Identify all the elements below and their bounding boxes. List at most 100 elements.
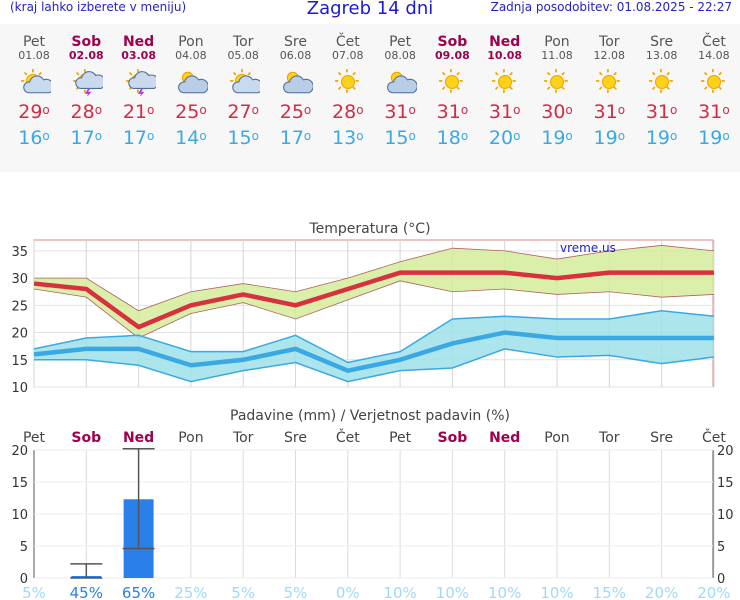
x-tick-label: Ned: [489, 430, 520, 446]
day-date: 02.08: [68, 49, 104, 62]
cloudy-icon: [165, 68, 217, 96]
day-date: 11.08: [541, 49, 573, 62]
max-temperature: 31o: [593, 101, 626, 123]
y-tick-label: 30: [11, 272, 28, 287]
day-name: Pon: [544, 34, 570, 50]
max-temperature: 31o: [645, 101, 678, 123]
chart-title: Temperatura (°C): [308, 221, 430, 237]
day-column: Pet 08.08 31o 15o: [374, 24, 426, 172]
x-tick-label: Pet: [23, 430, 46, 446]
probability-label: 65%: [122, 584, 155, 600]
min-temperature: 19o: [645, 127, 678, 149]
max-temperature: 27o: [227, 101, 259, 123]
sun-icon: [479, 68, 531, 96]
day-name: Sre: [284, 34, 307, 50]
day-column: Tor 05.08 27o 15o: [217, 24, 269, 172]
day-column: Tor 12.08 31o 19o: [583, 24, 635, 172]
min-temperature: 17o: [70, 127, 103, 149]
band-upper-edge: [33, 310, 714, 364]
sun-icon: [636, 68, 688, 96]
probability-label: 5%: [231, 584, 255, 600]
cloudy-icon: [270, 68, 322, 96]
sun-icon: [688, 68, 740, 96]
min-temperature: 17o: [279, 127, 312, 149]
y-tick-label: 20: [11, 444, 28, 459]
y-tick-label: 0: [20, 572, 28, 587]
last-update: Zadnja posodobitev: 01.08.2025 - 22:27: [490, 0, 732, 14]
page-title: Zagreb 14 dni: [306, 0, 434, 19]
x-tick-label: Ned: [123, 430, 154, 446]
precipitation-chart: Padavine (mm) / Verjetnost padavin (%) Pe…: [11, 408, 734, 600]
day-name: Tor: [232, 34, 254, 50]
min-temperature: 20o: [488, 127, 521, 149]
day-column: Pon 11.08 30o 19o: [531, 24, 583, 172]
y-tick-label-right: 10: [717, 508, 734, 523]
day-date: 14.08: [698, 49, 730, 62]
y-tick-label: 25: [11, 299, 28, 314]
x-tick-label: Sre: [284, 430, 307, 446]
day-column: Sre 06.08 25o 17o: [270, 24, 322, 172]
temperature-chart: Temperatura (°C) 10 15 20 25 30 35 vreme.us: [11, 221, 715, 395]
day-column: Ned 10.08 31o 20o: [479, 24, 531, 172]
y-tick-label-right: 20: [717, 444, 734, 459]
x-tick-label: Čet: [336, 428, 360, 446]
probability-label: 5%: [22, 584, 46, 600]
day-date: 09.08: [434, 49, 470, 62]
band-lower-edge: [33, 280, 714, 339]
day-date: 10.08: [487, 49, 523, 62]
day-date: 07.08: [332, 49, 364, 62]
day-column: Čet 07.08 28o 13o: [322, 24, 374, 172]
day-name: Tor: [599, 34, 620, 50]
day-name: Sob: [71, 34, 102, 50]
y-tick-label: 35: [11, 245, 28, 260]
day-name: Pet: [22, 34, 46, 50]
day-name: Ned: [489, 34, 521, 50]
band-upper-edge: [34, 245, 714, 312]
day-date: 06.08: [279, 49, 312, 62]
x-tick-label: Pon: [178, 430, 203, 446]
band-lower-edge: [34, 348, 714, 383]
y-tick-label: 5: [20, 540, 28, 555]
day-column: Sob 02.08 28o 17o: [60, 24, 112, 172]
min-temperature: 19o: [698, 127, 730, 149]
day-column: Pon 04.08 25o 14o: [165, 24, 217, 172]
min-temperature: 13o: [332, 127, 364, 149]
min-temperature: 18o: [436, 127, 469, 149]
min-temperature: 19o: [541, 127, 573, 149]
location-hint[interactable]: (kraj lahko izberete v meniju): [10, 0, 187, 14]
day-name: Pon: [178, 34, 204, 50]
min-temperature: 19o: [593, 127, 626, 149]
forecast-strip: [0, 24, 740, 172]
chart-title: Padavine (mm) / Verjetnost padavin (%): [230, 408, 510, 424]
x-tick-label: Sob: [71, 430, 101, 446]
day-date: 05.08: [227, 49, 259, 62]
max-temperature-line: [33, 270, 714, 330]
max-temperature: 31o: [488, 101, 521, 123]
day-name: Ned: [122, 34, 155, 50]
day-column: Pet 01.08 29o 16o: [8, 24, 60, 172]
x-tick-label: Pon: [544, 430, 569, 446]
max-temperature: 31o: [384, 101, 416, 123]
min-temperature: 14o: [175, 127, 207, 149]
x-tick-label: Pet: [389, 430, 412, 446]
max-temperature: 28o: [332, 101, 364, 123]
y-tick-label: 20: [11, 327, 28, 342]
y-tick-label: 15: [11, 476, 28, 491]
probability-label: 25%: [174, 584, 207, 600]
day-date: 03.08: [121, 49, 156, 62]
y-tick-label: 10: [11, 508, 28, 523]
x-tick-label: Čet: [702, 428, 726, 446]
day-name: Čet: [701, 34, 726, 50]
day-name: Pet: [389, 34, 412, 50]
day-date: 08.08: [384, 49, 416, 62]
max-temperature: 31o: [698, 101, 730, 123]
probability-label: 10%: [383, 584, 416, 600]
x-tick-label: Tor: [598, 430, 620, 446]
min-temperature: 16o: [18, 127, 50, 149]
y-tick-label: 10: [11, 381, 28, 395]
max-range-band: [34, 245, 714, 338]
day-column: Sre 13.08 31o 19o: [636, 24, 688, 172]
thunderstorm-icon: [113, 68, 165, 96]
thunderstorm-icon: [60, 68, 112, 96]
sun-cloud-icon: [8, 68, 60, 96]
